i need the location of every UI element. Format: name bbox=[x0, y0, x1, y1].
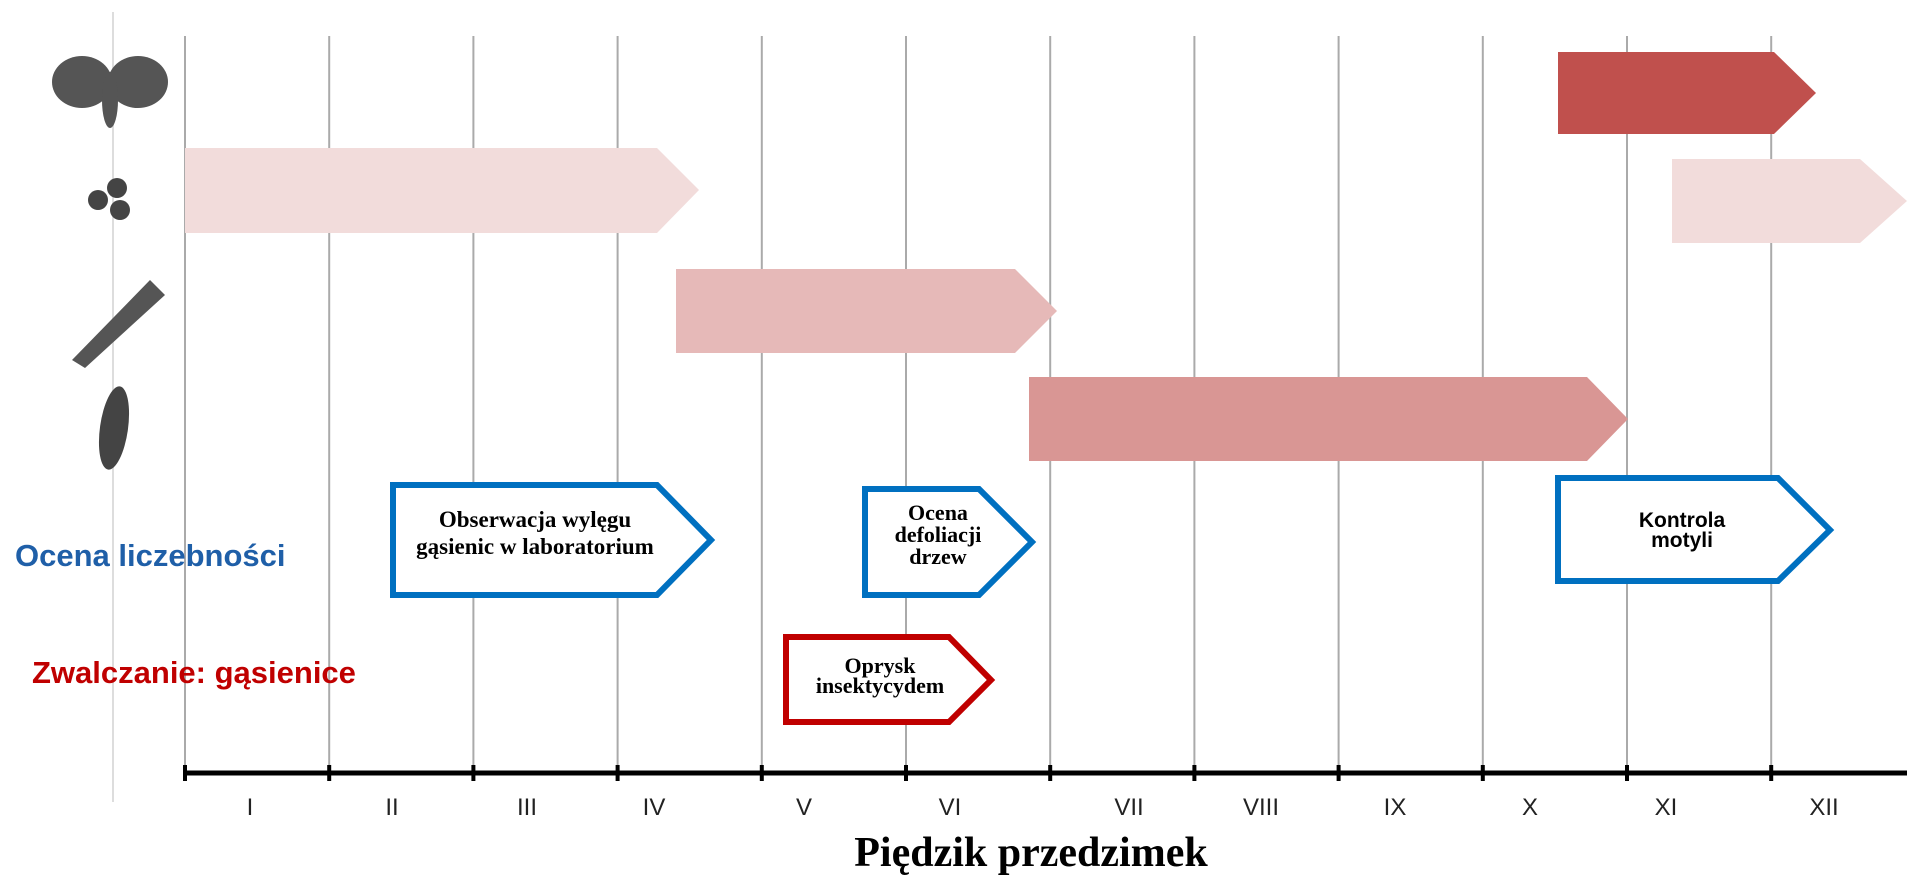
egg-icon bbox=[88, 178, 130, 220]
box-text: Kontrola bbox=[1639, 509, 1726, 532]
month-label: X bbox=[1522, 794, 1538, 821]
month-label: I bbox=[247, 794, 254, 821]
box-text: Oprysk bbox=[845, 653, 917, 678]
box-text: motyli bbox=[1651, 529, 1713, 552]
month-label: VI bbox=[939, 794, 962, 821]
control-box bbox=[783, 634, 996, 725]
pupa-icon bbox=[98, 386, 130, 470]
monitoring-box bbox=[1555, 475, 1835, 584]
month-label: XII bbox=[1809, 794, 1838, 821]
month-label: XI bbox=[1655, 794, 1678, 821]
month-label: II bbox=[385, 794, 398, 821]
monitoring-box bbox=[862, 486, 1037, 598]
box-text: Ocena bbox=[908, 500, 968, 525]
box-text: drzew bbox=[909, 544, 967, 569]
moth-bar bbox=[1558, 52, 1816, 134]
month-label: III bbox=[517, 794, 537, 821]
box-text: defoliacji bbox=[895, 522, 982, 547]
caterpillar-icon bbox=[72, 280, 165, 368]
box-text: Obserwacja wylęgu bbox=[439, 507, 631, 532]
egg-bar bbox=[185, 148, 699, 233]
box-text: gąsienic w laboratorium bbox=[416, 534, 654, 559]
diagram-title: Piędzik przedzimek bbox=[854, 830, 1208, 876]
month-label: VII bbox=[1114, 794, 1143, 821]
row-label: Ocena liczebności bbox=[15, 538, 286, 573]
moth-icon bbox=[52, 56, 168, 128]
month-label: IX bbox=[1384, 794, 1407, 821]
monitoring-box bbox=[390, 482, 716, 598]
pupa-bar bbox=[1029, 377, 1628, 461]
month-label: IV bbox=[643, 794, 666, 821]
egg-bar bbox=[1672, 159, 1907, 243]
row-label: Zwalczanie: gąsienice bbox=[32, 655, 356, 690]
box-text: insektycydem bbox=[816, 673, 944, 698]
caterpillar-bar bbox=[676, 269, 1057, 353]
month-label: V bbox=[796, 794, 812, 821]
month-label: VIII bbox=[1243, 794, 1279, 821]
